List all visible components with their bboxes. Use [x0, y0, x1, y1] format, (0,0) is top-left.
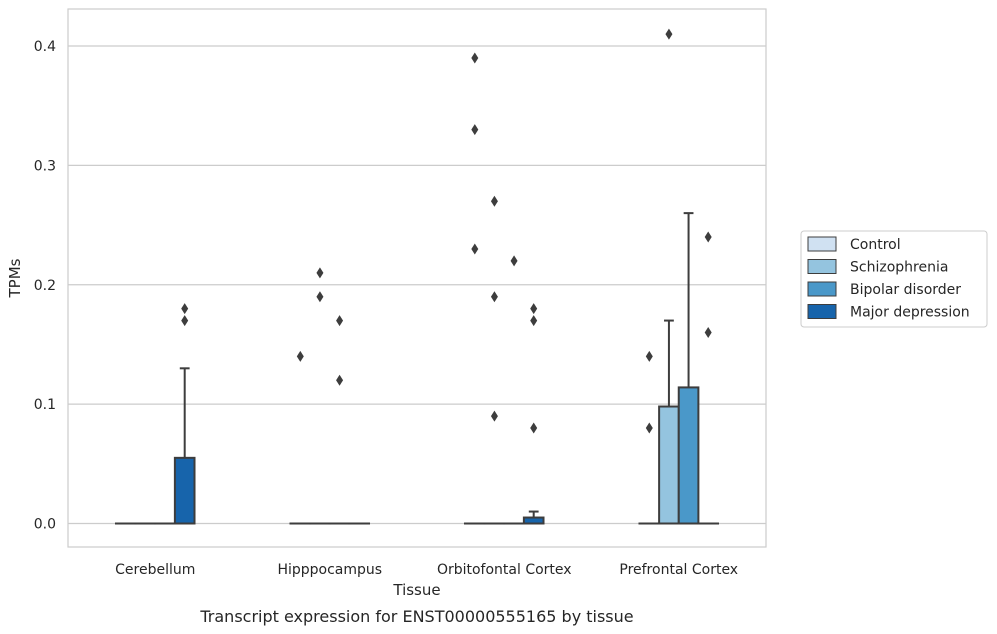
outlier-point	[471, 52, 479, 64]
outlier-point	[510, 255, 518, 267]
y-tick-label: 0.0	[34, 517, 56, 533]
legend-swatch	[807, 236, 837, 252]
box-1-3	[658, 319, 680, 525]
box-3-0	[173, 367, 196, 525]
boxes	[114, 212, 720, 525]
x-tick-labels: Cerebellum Hipppocampus Orbitofontal Corte…	[115, 562, 738, 578]
x-axis-label: Tissue	[392, 581, 440, 599]
legend-label: Major depression	[850, 305, 970, 321]
outlier-point	[296, 350, 304, 362]
outlier-point	[665, 28, 673, 40]
legend-frame	[800, 230, 988, 328]
legend: Control Schizophrenia Bipolar disorder Majo…	[800, 230, 988, 328]
legend-label: Control	[850, 237, 901, 253]
outlier-point	[316, 291, 324, 303]
box-rect	[658, 405, 680, 525]
outlier-point	[530, 422, 538, 434]
chart-caption: Transcript expression for ENST0000055516…	[199, 607, 633, 626]
y-tick-label: 0.3	[34, 158, 56, 174]
outlier-point	[490, 291, 498, 303]
y-tick-label: 0.2	[34, 278, 56, 294]
x-tick-label: Orbitofontal Cortex	[437, 562, 572, 578]
box-rect	[677, 386, 700, 525]
x-tick-label: Hipppocampus	[277, 562, 382, 578]
x-tick-label: Prefrontal Cortex	[619, 562, 738, 578]
outlier-point	[336, 374, 344, 386]
legend-label: Bipolar disorder	[850, 282, 961, 298]
outlier-point	[336, 315, 344, 327]
outlier-point	[490, 195, 498, 207]
outlier-point	[181, 315, 189, 327]
legend-swatch	[807, 259, 837, 274]
outlier-point	[530, 315, 538, 327]
outlier-point	[645, 350, 653, 362]
outlier-point	[490, 410, 498, 422]
outlier-point	[645, 422, 653, 434]
y-tick-labels: 0.0 0.1 0.2 0.3 0.4	[34, 39, 56, 533]
box-2-3	[677, 212, 700, 525]
outlier-point	[316, 267, 324, 279]
plot-frame	[67, 8, 767, 548]
y-axis-label: TPMs	[6, 258, 24, 298]
legend-swatch	[807, 304, 837, 319]
outliers	[181, 28, 712, 434]
outlier-point	[704, 327, 712, 338]
box-3-2	[522, 510, 545, 525]
x-tick-label: Cerebellum	[115, 562, 195, 578]
outlier-point	[530, 303, 538, 315]
outlier-point	[471, 124, 479, 136]
legend-label: Schizophrenia	[850, 260, 948, 276]
legend-swatch	[807, 281, 837, 297]
y-tick-label: 0.4	[34, 39, 56, 55]
box-rect	[173, 456, 196, 525]
outlier-point	[704, 231, 712, 243]
outlier-point	[471, 243, 479, 255]
outlier-point	[181, 303, 189, 315]
y-tick-label: 0.1	[34, 397, 56, 413]
